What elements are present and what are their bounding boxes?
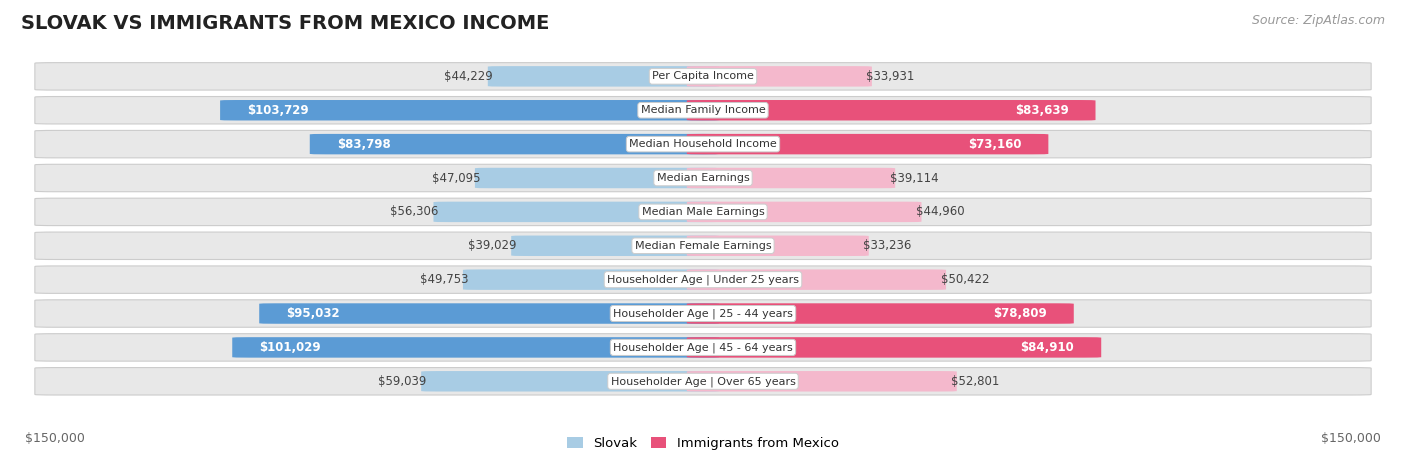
FancyBboxPatch shape: [686, 337, 1101, 358]
Text: Median Household Income: Median Household Income: [628, 139, 778, 149]
FancyBboxPatch shape: [512, 235, 720, 256]
FancyBboxPatch shape: [35, 164, 1371, 192]
Text: $84,910: $84,910: [1021, 341, 1074, 354]
FancyBboxPatch shape: [433, 202, 720, 222]
FancyBboxPatch shape: [686, 134, 1049, 155]
Text: $33,236: $33,236: [863, 239, 911, 252]
Text: Householder Age | Under 25 years: Householder Age | Under 25 years: [607, 275, 799, 285]
Text: Per Capita Income: Per Capita Income: [652, 71, 754, 81]
FancyBboxPatch shape: [686, 202, 921, 222]
Text: $39,029: $39,029: [468, 239, 516, 252]
FancyBboxPatch shape: [309, 134, 720, 155]
Legend: Slovak, Immigrants from Mexico: Slovak, Immigrants from Mexico: [562, 432, 844, 456]
Text: Source: ZipAtlas.com: Source: ZipAtlas.com: [1251, 14, 1385, 27]
FancyBboxPatch shape: [686, 303, 1074, 324]
Text: Median Female Earnings: Median Female Earnings: [634, 241, 772, 251]
FancyBboxPatch shape: [422, 371, 720, 391]
FancyBboxPatch shape: [35, 334, 1371, 361]
FancyBboxPatch shape: [35, 266, 1371, 293]
Text: $101,029: $101,029: [259, 341, 321, 354]
Text: Householder Age | 25 - 44 years: Householder Age | 25 - 44 years: [613, 308, 793, 319]
FancyBboxPatch shape: [686, 66, 872, 86]
FancyBboxPatch shape: [463, 269, 720, 290]
FancyBboxPatch shape: [221, 100, 720, 120]
Text: Median Earnings: Median Earnings: [657, 173, 749, 183]
Text: $56,306: $56,306: [391, 205, 439, 219]
FancyBboxPatch shape: [35, 198, 1371, 226]
FancyBboxPatch shape: [686, 100, 1095, 120]
Text: $49,753: $49,753: [420, 273, 468, 286]
FancyBboxPatch shape: [686, 168, 896, 188]
FancyBboxPatch shape: [35, 368, 1371, 395]
Text: $150,000: $150,000: [1320, 432, 1381, 446]
FancyBboxPatch shape: [475, 168, 720, 188]
Text: $150,000: $150,000: [25, 432, 86, 446]
Text: Median Family Income: Median Family Income: [641, 105, 765, 115]
FancyBboxPatch shape: [686, 235, 869, 256]
FancyBboxPatch shape: [35, 63, 1371, 90]
Text: $95,032: $95,032: [287, 307, 340, 320]
Text: $83,639: $83,639: [1015, 104, 1069, 117]
Text: $50,422: $50,422: [941, 273, 990, 286]
FancyBboxPatch shape: [35, 232, 1371, 260]
Text: $33,931: $33,931: [866, 70, 915, 83]
Text: $47,095: $47,095: [432, 171, 481, 184]
FancyBboxPatch shape: [686, 269, 946, 290]
FancyBboxPatch shape: [35, 97, 1371, 124]
Text: $78,809: $78,809: [993, 307, 1047, 320]
FancyBboxPatch shape: [259, 303, 720, 324]
Text: $39,114: $39,114: [890, 171, 938, 184]
Text: Householder Age | 45 - 64 years: Householder Age | 45 - 64 years: [613, 342, 793, 353]
Text: $44,960: $44,960: [917, 205, 965, 219]
Text: $59,039: $59,039: [378, 375, 426, 388]
Text: $83,798: $83,798: [337, 138, 391, 151]
Text: Median Male Earnings: Median Male Earnings: [641, 207, 765, 217]
Text: SLOVAK VS IMMIGRANTS FROM MEXICO INCOME: SLOVAK VS IMMIGRANTS FROM MEXICO INCOME: [21, 14, 550, 33]
FancyBboxPatch shape: [35, 130, 1371, 158]
Text: $73,160: $73,160: [967, 138, 1021, 151]
Text: $52,801: $52,801: [952, 375, 1000, 388]
FancyBboxPatch shape: [686, 371, 956, 391]
Text: $103,729: $103,729: [247, 104, 309, 117]
Text: Householder Age | Over 65 years: Householder Age | Over 65 years: [610, 376, 796, 387]
FancyBboxPatch shape: [232, 337, 720, 358]
FancyBboxPatch shape: [488, 66, 720, 86]
Text: $44,229: $44,229: [444, 70, 494, 83]
FancyBboxPatch shape: [35, 300, 1371, 327]
